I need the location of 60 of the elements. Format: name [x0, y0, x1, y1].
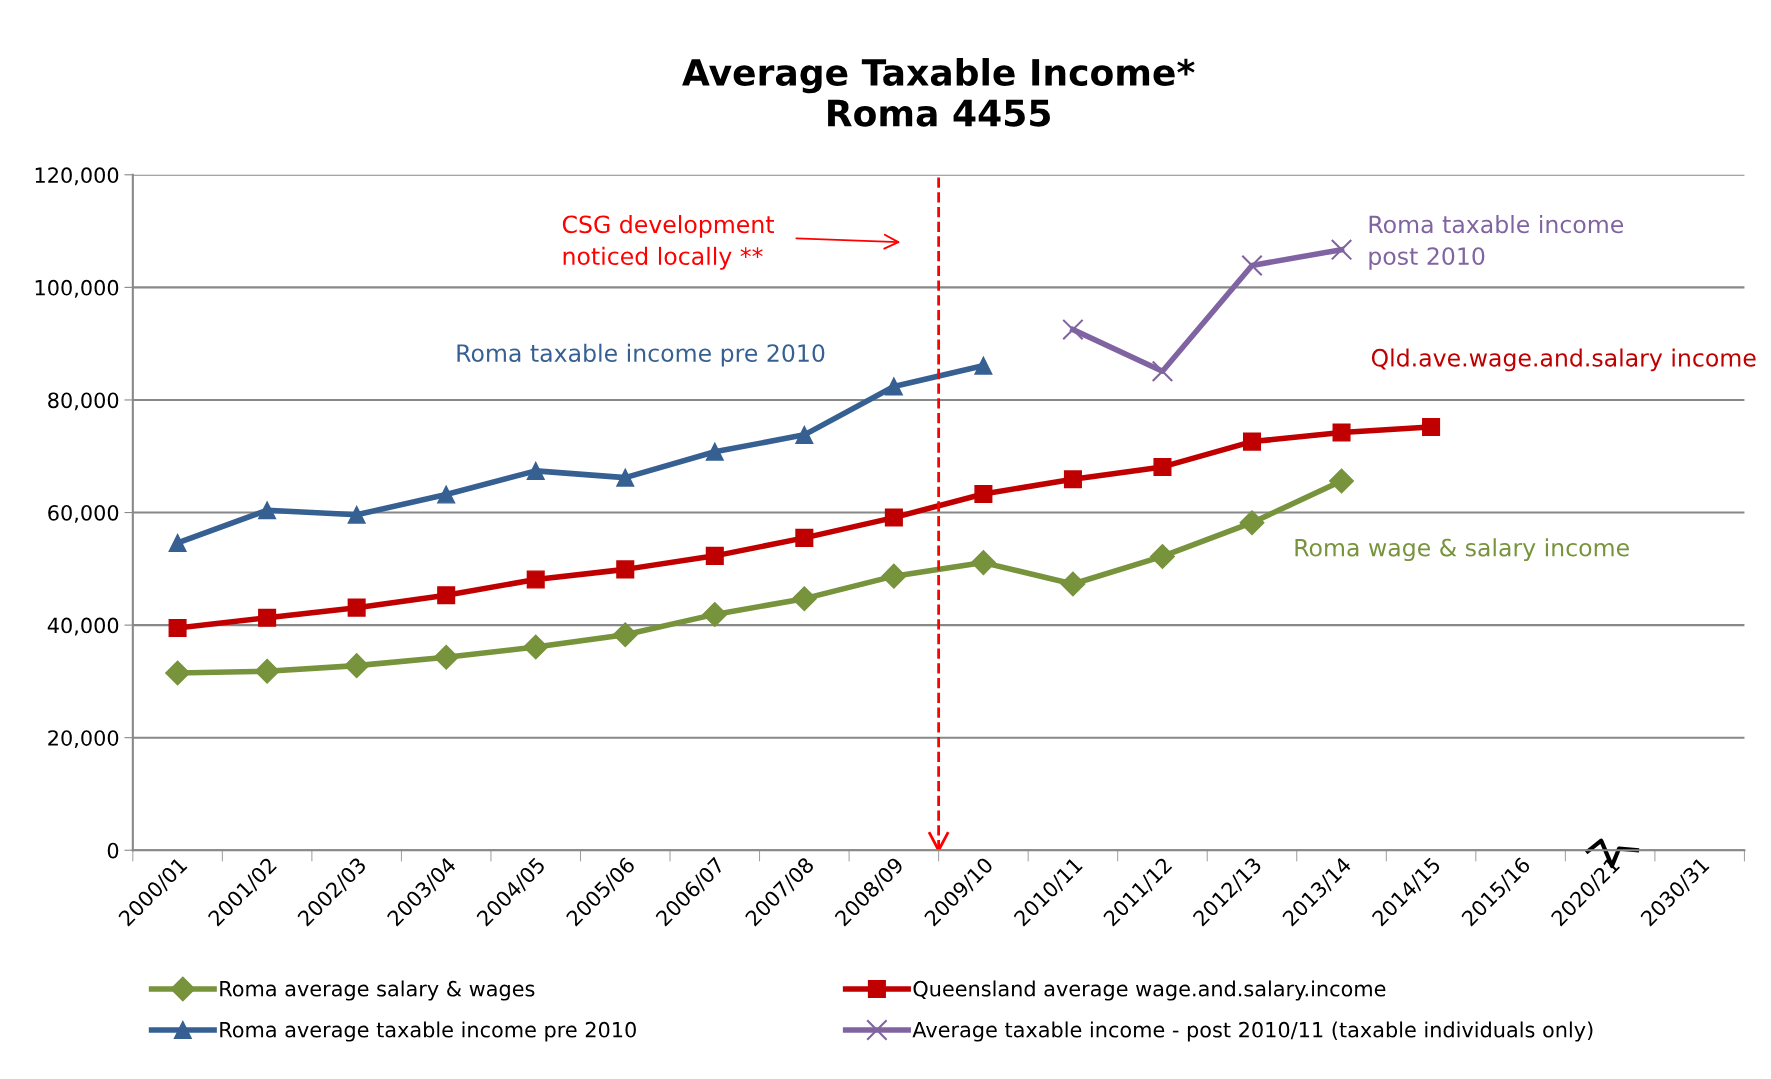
y-tick-label: 80,000 [48, 392, 119, 411]
point [791, 586, 817, 612]
annotation: Roma taxable income pre 2010 [457, 343, 825, 367]
point [616, 468, 635, 487]
legend-label: Average taxable income - post 2010/11 (taxable individuals only) [912, 1021, 1593, 1042]
y-tick-label: 40,000 [47, 617, 119, 636]
annotation: Roma wage & salary income [1295, 538, 1629, 562]
point [347, 598, 366, 617]
legend-label: Queensland average wage.and.salary.income [913, 980, 1386, 1001]
point [1422, 417, 1441, 436]
chart-title: Average Taxable Income* Roma 4455 [682, 58, 1195, 127]
legend-label: Roma average salary & wages [220, 980, 535, 1001]
y-tick-label: 20,000 [48, 730, 119, 749]
point [702, 601, 728, 627]
point [165, 660, 191, 686]
point [881, 563, 907, 589]
point [437, 586, 456, 605]
annotation: Roma taxable income post 2010 [1369, 215, 1624, 270]
annotation: Qld.ave.wage.and.salary income [1371, 348, 1756, 372]
point [1329, 468, 1355, 494]
point [1239, 510, 1265, 536]
point [526, 570, 545, 589]
point [433, 644, 459, 670]
point [884, 377, 903, 396]
annotation: CSG development noticed locally ** [562, 215, 774, 270]
point [1332, 423, 1351, 442]
point [1149, 543, 1175, 569]
point [526, 461, 545, 480]
point [705, 546, 724, 565]
point [258, 501, 277, 520]
legend-label: Roma average taxable income pre 2010 [220, 1021, 636, 1042]
point [616, 560, 635, 579]
point [1063, 470, 1082, 489]
point [1241, 254, 1263, 277]
point [705, 442, 724, 461]
y-tick-label: 120,000 [35, 167, 119, 186]
point [974, 356, 993, 375]
point [258, 608, 277, 627]
point [437, 485, 456, 504]
y-tick-label: 0 [107, 842, 119, 859]
point [974, 484, 993, 503]
point [795, 425, 814, 444]
point [344, 653, 370, 679]
point [1330, 238, 1353, 261]
point [1062, 318, 1084, 341]
point [168, 533, 187, 552]
point [1060, 571, 1086, 597]
point [523, 634, 549, 660]
point [795, 528, 814, 547]
point [1242, 432, 1262, 451]
point [347, 505, 366, 524]
point [884, 508, 903, 527]
point [1153, 457, 1172, 476]
y-tick-label: 100,000 [35, 279, 119, 298]
point [970, 550, 996, 576]
point [254, 658, 280, 684]
point [168, 618, 187, 637]
point [1151, 360, 1174, 383]
y-tick-label: 60,000 [48, 504, 119, 523]
point [612, 622, 638, 648]
